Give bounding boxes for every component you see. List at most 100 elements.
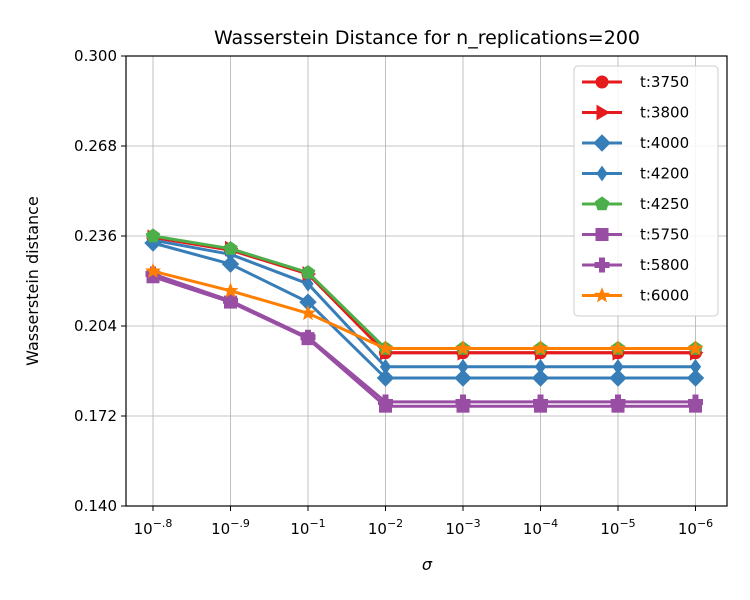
data-point (609, 369, 627, 387)
x-tick-base: 10 (523, 520, 542, 538)
legend-entry: t:3800 (582, 104, 689, 122)
data-point (688, 394, 703, 410)
y-tick-label: 0.172 (74, 407, 117, 425)
x-tick-label: 10−4 (523, 517, 558, 538)
data-point (457, 358, 469, 375)
x-tick-base: 10 (134, 520, 153, 538)
plot-frame (125, 55, 728, 507)
y-axis-title: Wasserstein distance (23, 196, 42, 366)
data-point (686, 369, 705, 387)
data-point (222, 282, 239, 298)
legend-marker (593, 134, 611, 152)
x-tick-exponent: −5 (619, 517, 635, 530)
legend-marker (594, 196, 610, 211)
y-tick-label: 0.140 (74, 497, 117, 515)
data-point (454, 369, 472, 387)
x-tick-exponent: −4 (542, 517, 558, 530)
legend-label: t:5800 (640, 256, 689, 274)
x-tick-label: 10−5 (600, 517, 635, 538)
data-point (223, 293, 238, 309)
legend-marker (594, 257, 610, 273)
data-point (609, 340, 627, 356)
data-point (377, 340, 394, 356)
series-group (144, 228, 705, 413)
data-point (302, 275, 314, 292)
x-tick-base: 10 (211, 520, 230, 538)
data-point (687, 340, 704, 356)
legend-entry: t:4200 (582, 165, 689, 183)
legend-label: t:4200 (640, 165, 689, 183)
x-axis-ticks: 10−.8 10−.9 10−1 10−2 10−3 10−4 10−5 10−6 (134, 506, 713, 538)
y-axis-ticks: 0.140 0.172 0.204 0.236 0.268 0.300 (74, 47, 126, 515)
legend: t:3750 t:3800 t:4000 t:4200 t:4250 t:5750 t:58… (573, 65, 719, 317)
data-point (532, 340, 549, 356)
series-t-6000 (144, 262, 704, 356)
legend-marker (596, 104, 610, 121)
chart-title: Wasserstein Distance for n_replications=… (214, 27, 640, 49)
data-point (300, 329, 316, 345)
y-tick-label: 0.204 (74, 317, 117, 335)
data-point (689, 358, 702, 375)
x-tick-exponent: −1 (309, 517, 325, 530)
series-line (152, 269, 696, 350)
legend-label: t:6000 (640, 287, 689, 305)
legend-entry: t:5750 (582, 226, 689, 244)
data-point (531, 369, 550, 387)
x-tick-label: 10−6 (678, 517, 713, 538)
series-line (152, 272, 696, 404)
data-point (610, 394, 626, 410)
x-tick-exponent: −6 (697, 517, 713, 530)
x-tick-exponent: −.9 (230, 517, 250, 530)
data-point (299, 304, 317, 321)
data-point (378, 394, 393, 410)
grid-lines (126, 55, 727, 507)
data-point (221, 255, 240, 273)
data-point (534, 358, 547, 375)
legend-label: t:3750 (640, 73, 689, 91)
data-point (379, 358, 392, 375)
data-point (144, 262, 162, 278)
legend-box (573, 65, 719, 317)
x-tick-exponent: −3 (464, 517, 480, 530)
data-point (454, 340, 472, 356)
legend-entry: t:6000 (582, 287, 689, 305)
legend-marker (595, 75, 609, 89)
y-tick-label: 0.236 (74, 227, 117, 245)
data-point (300, 264, 316, 279)
legend-entry: t:3750 (582, 73, 689, 91)
x-tick-exponent: −.8 (153, 517, 173, 530)
legend-marker (595, 228, 609, 241)
x-tick-label: 10−.9 (211, 517, 250, 538)
data-point (376, 369, 395, 387)
legend-label: t:4000 (640, 134, 689, 152)
data-point (455, 394, 471, 410)
x-tick-base: 10 (600, 520, 619, 538)
legend-label: t:3800 (640, 104, 689, 122)
x-tick-label: 10−2 (368, 517, 403, 538)
x-tick-label: 10−.8 (134, 517, 173, 538)
legend-entry: t:4000 (582, 134, 689, 152)
x-axis-title: σ (422, 555, 433, 574)
legend-label: t:4250 (640, 195, 689, 213)
legend-marker (593, 287, 611, 303)
x-tick-label: 10−1 (290, 517, 325, 538)
series-line (152, 238, 696, 369)
legend-marker (596, 165, 608, 182)
x-tick-exponent: −2 (387, 517, 403, 530)
x-tick-base: 10 (368, 520, 387, 538)
series-line (152, 241, 696, 380)
x-tick-base: 10 (678, 520, 697, 538)
data-point (223, 241, 238, 255)
legend-label: t:5750 (640, 226, 689, 244)
data-point (612, 358, 624, 375)
data-point (533, 394, 548, 410)
y-tick-label: 0.268 (74, 137, 117, 155)
x-tick-base: 10 (290, 520, 309, 538)
legend-entry: t:5800 (582, 256, 689, 274)
x-tick-base: 10 (445, 520, 464, 538)
y-tick-label: 0.300 (74, 47, 117, 65)
data-point (145, 228, 161, 243)
x-tick-label: 10−3 (445, 517, 480, 538)
legend-entry: t:4250 (582, 195, 689, 213)
